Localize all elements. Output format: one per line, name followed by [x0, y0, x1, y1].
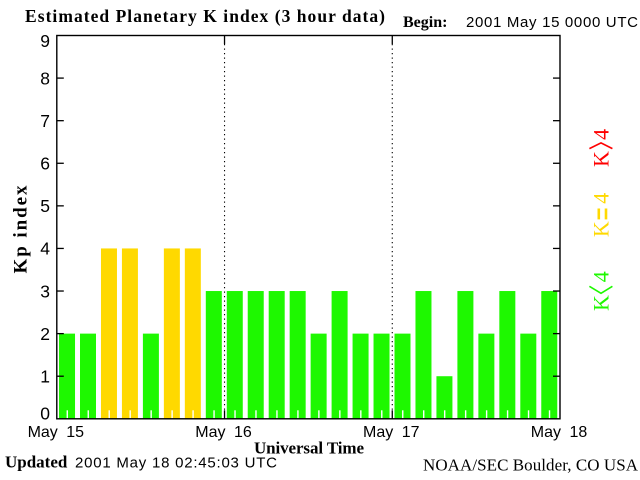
svg-text:Estimated Planetary K index (3: Estimated Planetary K index (3 hour data…: [25, 6, 385, 26]
svg-text:May 16: May 16: [195, 424, 252, 441]
svg-text:2001 May 15 0000 UTC: 2001 May 15 0000 UTC: [466, 14, 638, 31]
svg-text:9: 9: [40, 31, 50, 51]
svg-text:2: 2: [40, 324, 50, 344]
svg-text:3: 3: [40, 281, 50, 301]
svg-text:Begin:: Begin:: [403, 14, 447, 31]
svg-text:NOAA/SEC Boulder, CO USA: NOAA/SEC Boulder, CO USA: [423, 456, 639, 475]
svg-text:2001 May 18 02:45:03 UTC: 2001 May 18 02:45:03 UTC: [75, 455, 277, 472]
svg-text:May 18: May 18: [531, 424, 588, 441]
svg-text:5: 5: [40, 196, 50, 216]
svg-text:May 15: May 15: [28, 424, 85, 441]
svg-text:4: 4: [589, 193, 614, 204]
svg-text:4: 4: [589, 129, 614, 140]
svg-text:1: 1: [40, 367, 50, 387]
svg-text:May 17: May 17: [363, 424, 420, 441]
svg-text:Kp index: Kp index: [11, 185, 32, 274]
svg-text:7: 7: [40, 111, 50, 131]
svg-text:0: 0: [40, 404, 50, 424]
svg-text:4: 4: [40, 239, 50, 259]
svg-text:K: K: [589, 151, 614, 167]
svg-text:4: 4: [589, 271, 614, 282]
svg-text:Universal Time: Universal Time: [254, 439, 364, 458]
svg-text:8: 8: [40, 68, 50, 88]
svg-text:Updated: Updated: [5, 453, 68, 472]
svg-text:K: K: [589, 221, 614, 237]
svg-text:K: K: [589, 295, 614, 311]
svg-text:6: 6: [40, 154, 50, 174]
